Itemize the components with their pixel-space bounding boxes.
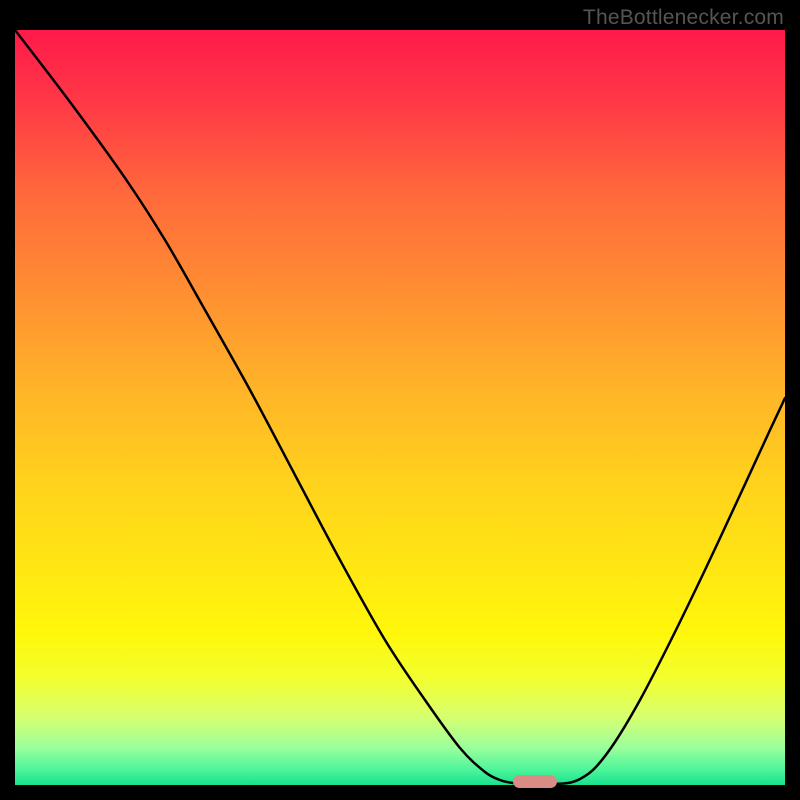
bottleneck-curve (15, 30, 785, 784)
watermark-text: TheBottlenecker.com (583, 6, 784, 30)
curve-layer (15, 30, 785, 785)
chart-frame: TheBottlenecker.com (0, 0, 800, 800)
optimum-marker (513, 775, 557, 788)
plot-area (15, 30, 785, 785)
